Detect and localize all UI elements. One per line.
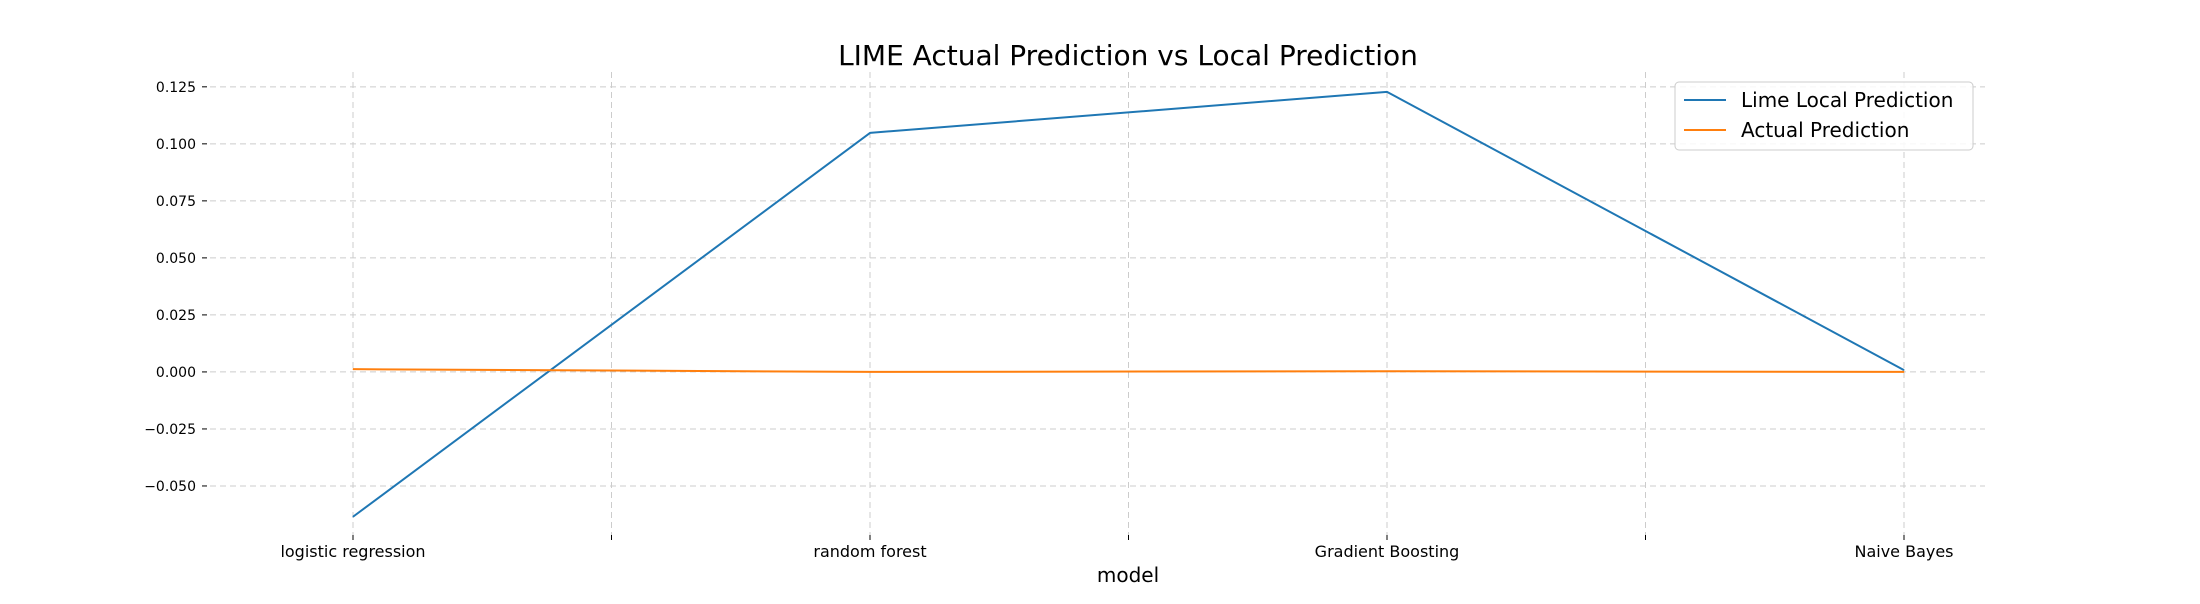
y-tick-label: 0.100 xyxy=(156,137,196,153)
legend: Lime Local Prediction Actual Prediction xyxy=(1674,81,1974,151)
y-tick-label: −0.025 xyxy=(144,422,196,438)
legend-label-lime-local: Lime Local Prediction xyxy=(1741,88,1953,112)
data-point xyxy=(1386,91,1388,93)
legend-frame xyxy=(1674,81,1974,151)
data-point xyxy=(352,516,354,518)
chart-title: LIME Actual Prediction vs Local Predicti… xyxy=(838,39,1418,72)
data-point xyxy=(1903,371,1905,373)
y-tick-label: 0.075 xyxy=(156,194,196,210)
y-tick-label: 0.025 xyxy=(156,308,196,324)
series-lines xyxy=(352,90,1905,518)
x-tick-label: Gradient Boosting xyxy=(1315,542,1460,561)
y-tick-label: 0.000 xyxy=(156,365,196,381)
grid xyxy=(210,72,1985,535)
x-axis-label: model xyxy=(1097,563,1159,587)
data-point xyxy=(1386,370,1388,372)
x-tick-label: Naive Bayes xyxy=(1854,542,1953,561)
series-line-0 xyxy=(352,90,1905,518)
legend-label-actual: Actual Prediction xyxy=(1741,118,1909,142)
y-tick-label: 0.125 xyxy=(156,80,196,96)
data-point xyxy=(1903,369,1905,371)
x-tick-label: random forest xyxy=(813,542,926,561)
x-axis-ticks: logistic regression random forest Gradient… xyxy=(280,535,1954,561)
data-point xyxy=(352,368,354,370)
x-tick-label: logistic regression xyxy=(280,542,425,561)
series-line-1 xyxy=(352,368,1905,373)
y-axis-ticks: −0.050 −0.025 0.000 0.025 0.050 0.075 0.100 0.1… xyxy=(144,80,207,495)
y-tick-label: 0.050 xyxy=(156,251,196,267)
data-point xyxy=(869,132,871,134)
data-point xyxy=(869,371,871,373)
y-tick-label: −0.050 xyxy=(144,479,196,495)
